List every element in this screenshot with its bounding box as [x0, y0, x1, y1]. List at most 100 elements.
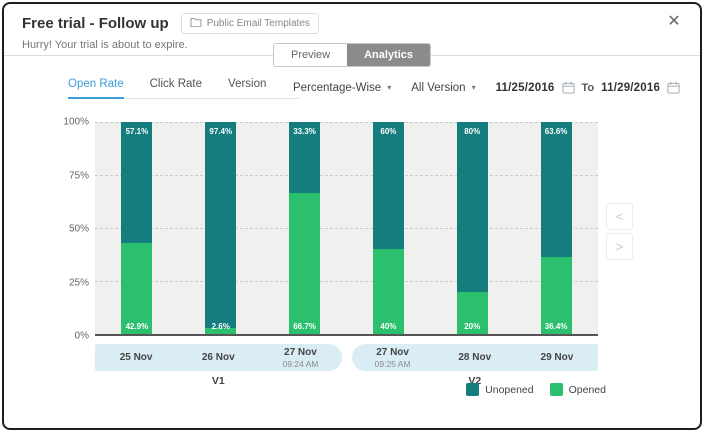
- y-axis: 100% 75% 50% 25% 0%: [32, 117, 89, 342]
- category-date-label: 29 Nov: [540, 351, 574, 363]
- y-axis-tick: 0%: [74, 330, 89, 342]
- bar-segment-unopened[interactable]: [205, 122, 237, 329]
- calendar-icon: [667, 81, 680, 97]
- template-category-badge: Public Email Templates: [180, 13, 319, 34]
- chevron-left-icon: <: [615, 209, 624, 224]
- version-dropdown-value: All Version: [411, 81, 466, 94]
- gridline: [95, 281, 598, 282]
- date-from-value[interactable]: 11/25/2016: [495, 81, 555, 94]
- chevron-down-icon: ▾: [471, 83, 476, 92]
- legend-label: Opened: [568, 383, 606, 396]
- calendar-icon: [561, 81, 575, 97]
- stacked-bar[interactable]: 97.4% 2.6%: [205, 122, 237, 334]
- category-time-label: 09:24 AM: [282, 358, 319, 369]
- bar-segment-opened[interactable]: [289, 192, 321, 334]
- folder-icon: [190, 17, 202, 30]
- dialog-title: Free trial - Follow up: [22, 15, 169, 32]
- bar-value-unopened: 80%: [464, 127, 481, 136]
- gridline: [95, 175, 598, 176]
- stacked-bar[interactable]: 57.1% 42.9%: [121, 122, 153, 334]
- bar-value-unopened: 57.1%: [125, 127, 149, 136]
- category-date-label: 27 Nov: [284, 346, 317, 358]
- bar-value-unopened: 97.4%: [209, 127, 233, 136]
- version-label: V1: [211, 375, 225, 387]
- close-button[interactable]: ✕: [664, 12, 684, 32]
- y-axis-tick: 75%: [68, 170, 89, 181]
- y-axis-tick: 50%: [68, 223, 89, 235]
- y-axis-tick: 25%: [68, 277, 89, 288]
- bar-value-opened: 42.9%: [125, 322, 149, 331]
- category-date-label: 28 Nov: [458, 351, 492, 363]
- stacked-bar[interactable]: 80% 20%: [456, 122, 488, 334]
- bar-segment-opened[interactable]: [121, 243, 153, 334]
- chart-prev-button[interactable]: <: [606, 203, 633, 230]
- legend-item-unopened[interactable]: Unopened: [466, 383, 534, 396]
- gridline: [95, 122, 598, 123]
- legend-swatch: [549, 383, 563, 396]
- tab-preview[interactable]: Preview: [273, 44, 348, 66]
- bar-segment-unopened[interactable]: [456, 122, 488, 292]
- subtab-open-rate[interactable]: Open Rate: [68, 78, 124, 99]
- x-axis-category: 28 Nov: [434, 344, 516, 371]
- bar-value-unopened: 33.3%: [293, 127, 316, 136]
- stacked-bar[interactable]: 63.6% 36.4%: [540, 122, 572, 334]
- bar-segment-opened[interactable]: [372, 249, 404, 334]
- bar-value-opened: 40%: [380, 322, 397, 331]
- legend-swatch: [466, 383, 480, 396]
- bar-value-unopened: 60%: [380, 127, 397, 136]
- analytics-subtabs: Open Rate Click Rate Version: [68, 78, 301, 99]
- x-axis-strip: 25 Nov 26 Nov 27 Nov 09:24 AM 27 Nov 09:25 AM…: [95, 344, 598, 371]
- metric-dropdown-value: Percentage-Wise: [293, 81, 382, 94]
- category-date-label: 27 Nov: [376, 346, 409, 358]
- chart-plot-area: 57.1% 42.9% 97.4% 2.6% 33.3% 66.7% 60% 40% 80% 20…: [95, 122, 598, 336]
- bar-value-opened: 66.7%: [293, 322, 316, 331]
- legend-label: Unopened: [485, 383, 534, 396]
- bar-segment-opened[interactable]: [540, 256, 572, 334]
- stacked-bar[interactable]: 60% 40%: [372, 122, 404, 334]
- subtab-version[interactable]: Version: [228, 78, 266, 99]
- date-from-calendar-button[interactable]: [561, 81, 575, 97]
- bar-segment-unopened[interactable]: [540, 122, 572, 257]
- bar-segment-unopened[interactable]: [121, 122, 153, 244]
- subtab-click-rate[interactable]: Click Rate: [150, 78, 202, 99]
- filter-bar: Percentage-Wise ▾ All Version ▾ 11/25/20…: [293, 81, 680, 94]
- bar-value-opened: 20%: [464, 322, 481, 331]
- date-range-to-label: To: [581, 81, 595, 94]
- x-axis-category: 29 Nov: [516, 344, 598, 371]
- date-range: 11/25/2016 To 11/29/2016: [496, 81, 680, 94]
- main-tabs: Preview Analytics: [272, 43, 432, 67]
- metric-dropdown[interactable]: Percentage-Wise ▾: [293, 82, 391, 94]
- bar-segment-unopened[interactable]: [372, 122, 404, 250]
- bar-value-opened: 2.6%: [211, 322, 230, 331]
- x-axis-category: 27 Nov 09:25 AM: [352, 344, 434, 371]
- close-icon: ✕: [667, 13, 681, 30]
- bar-segment-opened[interactable]: [456, 291, 488, 334]
- gridline: [95, 228, 598, 229]
- dialog-header: Free trial - Follow up Public Email Temp…: [4, 4, 700, 51]
- legend-item-opened[interactable]: Opened: [549, 383, 606, 396]
- bar-value-unopened: 63.6%: [544, 127, 568, 136]
- chart-next-button[interactable]: >: [606, 233, 633, 260]
- bar-value-opened: 36.4%: [544, 322, 568, 331]
- bar-segment-unopened[interactable]: [289, 122, 321, 193]
- bar-segment-opened[interactable]: [205, 328, 237, 334]
- y-axis-tick: 100%: [63, 116, 89, 128]
- bars-container: 57.1% 42.9% 97.4% 2.6% 33.3% 66.7% 60% 40% 80% 20…: [95, 122, 598, 334]
- date-to-value[interactable]: 11/29/2016: [601, 81, 661, 94]
- chart-legend: Unopened Opened: [466, 383, 606, 396]
- x-axis-category: 25 Nov: [95, 344, 177, 371]
- x-axis-category: 26 Nov: [177, 344, 259, 371]
- version-dropdown[interactable]: All Version ▾: [411, 82, 475, 94]
- chevron-down-icon: ▾: [387, 83, 392, 92]
- x-axis-group-pill: 27 Nov 09:25 AM 28 Nov 29 Nov: [351, 344, 598, 371]
- badge-label: Public Email Templates: [206, 18, 310, 29]
- tab-analytics[interactable]: Analytics: [347, 44, 431, 66]
- stacked-bar[interactable]: 33.3% 66.7%: [289, 122, 321, 334]
- category-date-label: 25 Nov: [119, 351, 153, 363]
- dialog-subtitle: Hurry! Your trial is about to expire.: [22, 39, 188, 51]
- x-axis-category: 27 Nov 09:24 AM: [259, 344, 341, 371]
- category-date-label: 26 Nov: [201, 351, 235, 363]
- chevron-right-icon: >: [615, 239, 624, 254]
- date-to-calendar-button[interactable]: [667, 81, 680, 94]
